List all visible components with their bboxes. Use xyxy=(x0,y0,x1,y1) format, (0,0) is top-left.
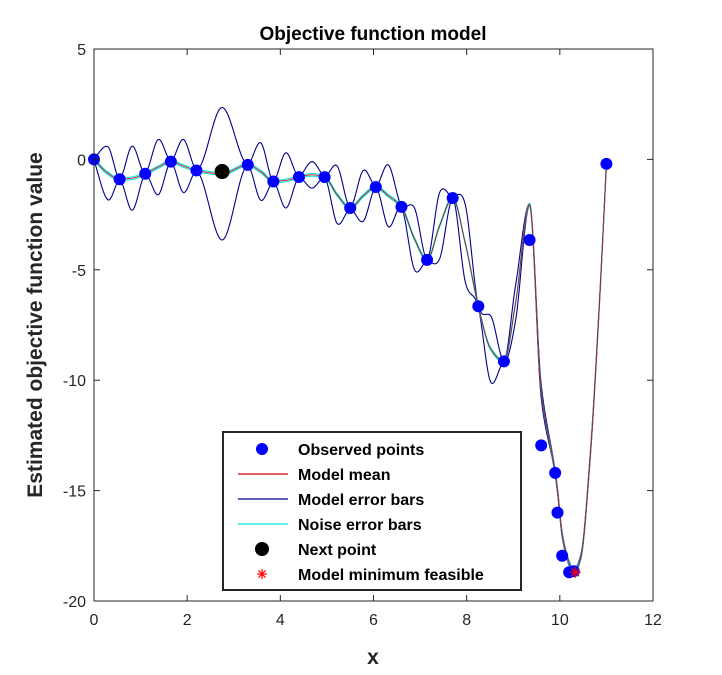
legend-label: Model mean xyxy=(298,467,390,484)
observed-point xyxy=(549,466,562,479)
x-tick-label: 8 xyxy=(462,612,471,629)
observed-point xyxy=(113,173,126,186)
y-tick-label: -5 xyxy=(72,263,86,280)
observed-point xyxy=(497,355,510,368)
model-minimum-feasible-marker xyxy=(569,566,581,578)
legend-symbol xyxy=(257,569,267,579)
chart-title: Objective function model xyxy=(260,24,487,45)
legend-symbol xyxy=(256,443,268,455)
legend-box xyxy=(222,431,522,591)
legend-label: Observed points xyxy=(298,442,424,459)
x-axis: 0 2 4 6 8 10 12 xyxy=(90,49,662,629)
legend-label: Next point xyxy=(298,542,377,559)
x-tick-label: 0 xyxy=(90,612,99,629)
observed-point xyxy=(369,181,382,193)
observed-point xyxy=(551,506,564,519)
legend-label: Noise error bars xyxy=(298,517,422,534)
observed-point xyxy=(190,164,203,177)
y-tick-label: -10 xyxy=(63,373,86,390)
observed-point xyxy=(421,253,434,266)
next-point-marker xyxy=(214,164,230,180)
observed-point xyxy=(292,171,305,184)
observed-point xyxy=(395,200,408,213)
legend-label: Model error bars xyxy=(298,492,424,509)
x-tick-label: 10 xyxy=(551,612,569,629)
x-tick-label: 4 xyxy=(276,612,285,629)
legend-label: Model minimum feasible xyxy=(298,567,484,584)
observed-point xyxy=(472,300,485,313)
y-axis: 5 0 -5 -10 -15 -20 xyxy=(63,42,653,611)
observed-point xyxy=(523,233,536,246)
y-tick-label: -20 xyxy=(63,594,86,611)
observed-point xyxy=(164,155,177,168)
y-tick-label: 5 xyxy=(77,42,86,59)
observed-point xyxy=(139,167,152,180)
x-tick-label: 2 xyxy=(183,612,192,629)
x-tick-label: 6 xyxy=(369,612,378,629)
observed-point xyxy=(446,192,459,205)
y-axis-label: Estimated objective function value xyxy=(24,152,47,497)
observed-point xyxy=(535,439,548,452)
x-tick-label: 12 xyxy=(644,612,662,629)
observed-point xyxy=(267,175,280,188)
y-tick-label: -15 xyxy=(63,484,86,501)
legend: Observed points Model mean Model error bar… xyxy=(222,431,522,591)
observed-point xyxy=(241,158,254,171)
x-axis-label: x xyxy=(367,646,379,669)
observed-point xyxy=(556,549,569,562)
observed-point xyxy=(600,157,613,170)
observed-point xyxy=(344,201,357,214)
legend-symbol xyxy=(255,542,269,556)
y-tick-label: 0 xyxy=(77,152,86,169)
observed-point xyxy=(318,171,331,184)
